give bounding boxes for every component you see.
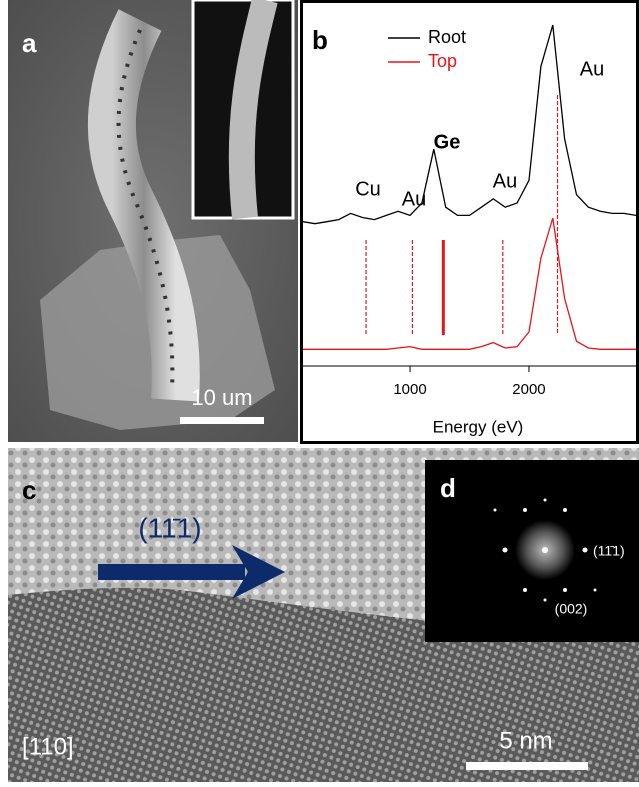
x-tick-label: 1000 [393,381,426,398]
scale-bar [466,762,588,770]
zone-axis: [110] [22,733,74,760]
scale-bar-label: 5 nm [499,727,552,754]
figure: a 10 um b Energy (eV) Cu Au Ge Au Au 100… [0,0,639,782]
panel-label: c [22,475,36,505]
scale-bar [180,417,264,424]
annotation: Au [580,58,604,80]
legend-label: Top [428,51,457,71]
panel-label: a [22,28,37,58]
panel-label: b [312,25,328,55]
spot-label: (002) [555,601,588,617]
scale-bar-label: 10 um [191,385,252,410]
annotation: Cu [355,178,381,200]
direction-label: (11̄1) [138,512,201,543]
x-axis-label: Energy (eV) [433,417,524,436]
panel-label: d [440,473,456,503]
spot-label: (11̄1) [593,543,625,559]
legend-label: Root [428,27,466,47]
x-tick-label: 2000 [512,381,545,398]
panel-a: a 10 um [8,0,298,442]
annotation: Ge [434,131,461,153]
panel-d: d (11̄1) (002) [425,460,639,642]
annotation: Au [493,170,517,192]
